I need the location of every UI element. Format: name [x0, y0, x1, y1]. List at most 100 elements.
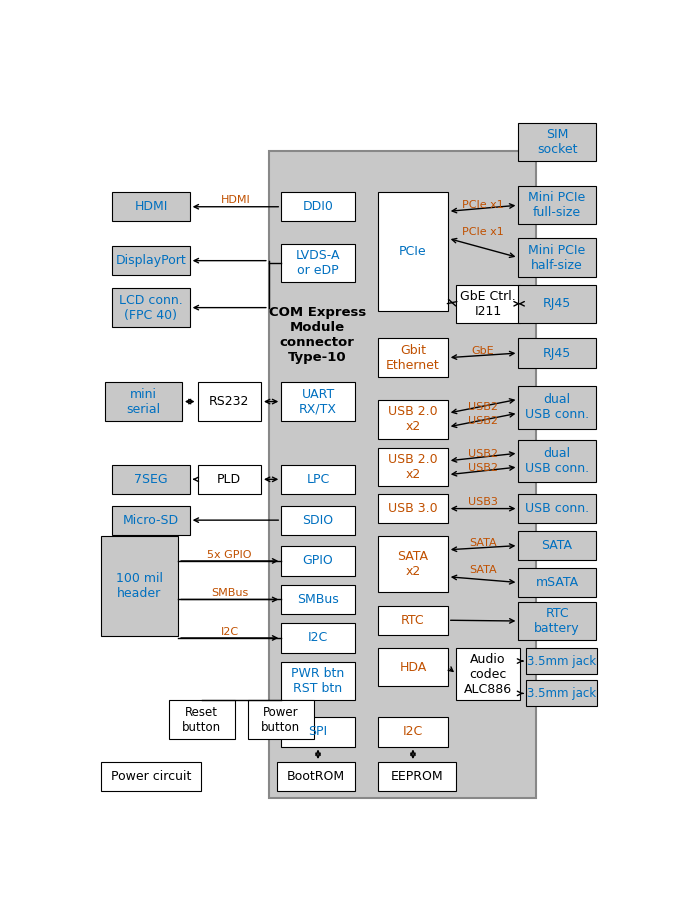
Bar	[518, 602, 596, 640]
Bar	[281, 547, 355, 576]
Text: I2C: I2C	[403, 725, 423, 738]
Text: SMBus: SMBus	[297, 593, 339, 606]
Text: HDMI: HDMI	[221, 195, 251, 205]
Text: 3.5mm jack: 3.5mm jack	[527, 655, 597, 667]
Bar	[378, 606, 448, 635]
Bar	[518, 238, 596, 277]
Text: USB 3.0: USB 3.0	[388, 502, 438, 515]
Text: SPI: SPI	[308, 725, 328, 738]
Text: Power circuit: Power circuit	[111, 770, 191, 783]
Text: USB 2.0
x2: USB 2.0 x2	[388, 453, 438, 481]
Bar	[518, 531, 596, 560]
Text: Micro-SD: Micro-SD	[123, 514, 179, 527]
Bar	[269, 152, 536, 798]
Bar	[197, 382, 261, 420]
Text: RTC
battery: RTC battery	[535, 607, 580, 635]
Bar	[378, 648, 448, 686]
Bar	[281, 465, 355, 494]
Text: Mini PCIe
full-size: Mini PCIe full-size	[528, 192, 586, 219]
Text: mini
serial: mini serial	[126, 388, 160, 416]
Text: SMBus: SMBus	[211, 588, 249, 598]
Bar	[378, 192, 448, 311]
Bar	[378, 448, 448, 487]
Text: PCIe x1: PCIe x1	[462, 227, 504, 237]
Bar	[518, 123, 596, 162]
Text: UART
RX/TX: UART RX/TX	[299, 388, 337, 416]
Text: COM Express
Module
connector
Type-10: COM Express Module connector Type-10	[268, 306, 366, 363]
Text: SATA
x2: SATA x2	[398, 550, 428, 578]
Text: HDMI: HDMI	[134, 201, 168, 213]
Text: LVDS-A
or eDP: LVDS-A or eDP	[296, 249, 340, 277]
Bar	[281, 192, 355, 222]
Bar	[277, 762, 355, 791]
Text: USB2: USB2	[468, 401, 498, 411]
Text: SIM
socket: SIM socket	[537, 128, 577, 156]
Text: USB2: USB2	[468, 449, 498, 459]
Text: GbE Ctrl.
I211: GbE Ctrl. I211	[460, 290, 516, 318]
Text: Power
button: Power button	[262, 706, 300, 734]
Text: 5x GPIO: 5x GPIO	[208, 549, 252, 559]
Bar	[197, 465, 261, 494]
Text: RS232: RS232	[209, 395, 249, 408]
Text: Reset
button: Reset button	[183, 706, 221, 734]
Bar	[518, 386, 596, 429]
Bar	[169, 700, 235, 739]
Text: USB2: USB2	[468, 463, 498, 473]
Bar	[518, 339, 596, 368]
Bar	[281, 662, 355, 700]
Bar	[104, 382, 182, 420]
Bar	[378, 400, 448, 439]
Text: I2C: I2C	[221, 627, 239, 637]
Text: USB2: USB2	[468, 416, 498, 426]
Text: SATA: SATA	[469, 538, 497, 548]
Text: SATA: SATA	[469, 566, 497, 576]
Text: SDIO: SDIO	[302, 514, 334, 527]
Bar	[281, 382, 355, 420]
Text: 100 mil
header: 100 mil header	[116, 572, 163, 600]
Text: mSATA: mSATA	[535, 576, 579, 589]
Bar	[378, 537, 448, 592]
Bar	[281, 623, 355, 653]
Text: 7SEG: 7SEG	[134, 473, 168, 486]
Bar	[112, 192, 190, 222]
Text: LCD conn.
(FPC 40): LCD conn. (FPC 40)	[119, 293, 183, 321]
Text: dual
USB conn.: dual USB conn.	[525, 393, 589, 421]
Bar	[378, 717, 448, 746]
Text: USB conn.: USB conn.	[525, 502, 589, 515]
Bar	[281, 585, 355, 614]
Bar	[518, 284, 596, 323]
Text: PWR btn
RST btn: PWR btn RST btn	[291, 667, 345, 695]
Text: BootROM: BootROM	[287, 770, 345, 783]
Text: USB3: USB3	[468, 498, 498, 508]
Bar	[112, 289, 190, 327]
Text: DDI0: DDI0	[302, 201, 334, 213]
Text: I2C: I2C	[308, 631, 328, 645]
Bar	[101, 762, 202, 791]
Text: PCIe: PCIe	[399, 245, 427, 258]
Text: dual
USB conn.: dual USB conn.	[525, 448, 589, 475]
Text: PCIe x1: PCIe x1	[462, 200, 504, 210]
Bar	[248, 700, 314, 739]
Text: RJ45: RJ45	[543, 347, 571, 360]
Text: Mini PCIe
half-size: Mini PCIe half-size	[528, 243, 586, 271]
Bar	[526, 680, 597, 706]
Text: RJ45: RJ45	[543, 297, 571, 311]
Bar	[518, 440, 596, 482]
Text: EEPROM: EEPROM	[390, 770, 443, 783]
Bar	[378, 494, 448, 523]
Bar	[112, 465, 190, 494]
Text: SATA: SATA	[541, 539, 573, 552]
Bar	[101, 537, 178, 637]
Text: 3.5mm jack: 3.5mm jack	[527, 686, 597, 700]
Bar	[518, 568, 596, 597]
Text: LPC: LPC	[306, 473, 330, 486]
Text: Gbit
Ethernet: Gbit Ethernet	[386, 343, 440, 371]
Bar	[518, 186, 596, 224]
Bar	[281, 506, 355, 535]
Bar	[456, 284, 520, 323]
Bar	[518, 494, 596, 523]
Bar	[281, 243, 355, 282]
Text: USB 2.0
x2: USB 2.0 x2	[388, 405, 438, 433]
Bar	[281, 717, 355, 746]
Bar	[112, 246, 190, 275]
